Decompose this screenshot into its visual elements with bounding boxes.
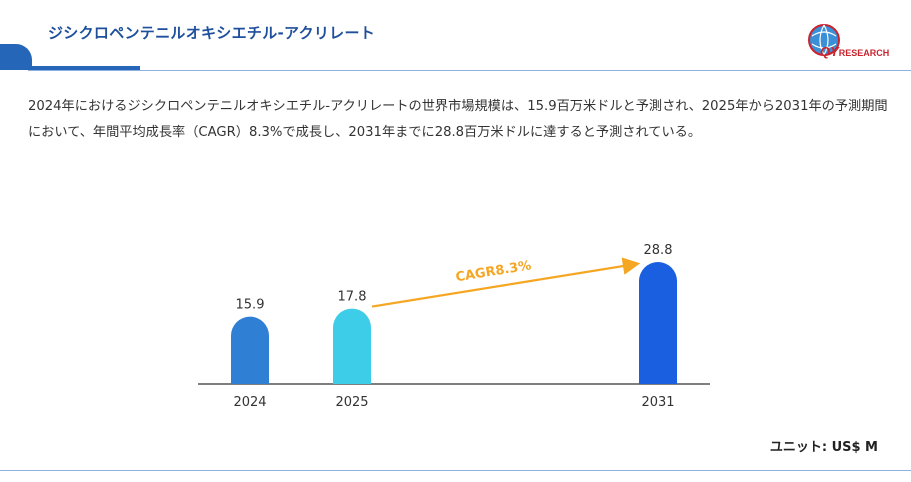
header-decoration [0, 44, 32, 70]
cagr-arrow [371, 257, 641, 308]
category-label-2024: 2024 [233, 395, 266, 410]
page-title: ジシクロペンテニルオキシエチル-アクリレート [48, 24, 376, 42]
qyresearch-logo-icon [808, 24, 840, 56]
value-label-2025: 17.8 [338, 290, 367, 305]
value-label-2024: 15.9 [236, 298, 265, 313]
header-accent-bar [28, 66, 140, 71]
header-divider [28, 70, 911, 71]
bar-2025 [333, 308, 371, 384]
logo-wordmark-big: QY [820, 44, 839, 59]
bar-2024 [231, 316, 269, 384]
category-label-2025: 2025 [335, 395, 368, 410]
market-size-chart: 15.9 2024 17.8 2025 28.8 2031 CAGR8.3% [198, 243, 710, 410]
cagr-annotation: CAGR8.3% [455, 258, 533, 285]
category-label-2031: 2031 [641, 395, 674, 410]
value-label-2031: 28.8 [644, 243, 673, 258]
market-description: 2024年におけるジシクロペンテニルオキシエチル-アクリレートの世界市場規模は、… [28, 99, 888, 140]
bar-2031 [639, 262, 677, 384]
unit-label: ユニット: US$ M [769, 440, 878, 455]
footer-divider [0, 470, 911, 471]
logo-wordmark: QYRESEARCH [820, 44, 889, 59]
logo-wordmark-small: RESEARCH [838, 48, 890, 58]
